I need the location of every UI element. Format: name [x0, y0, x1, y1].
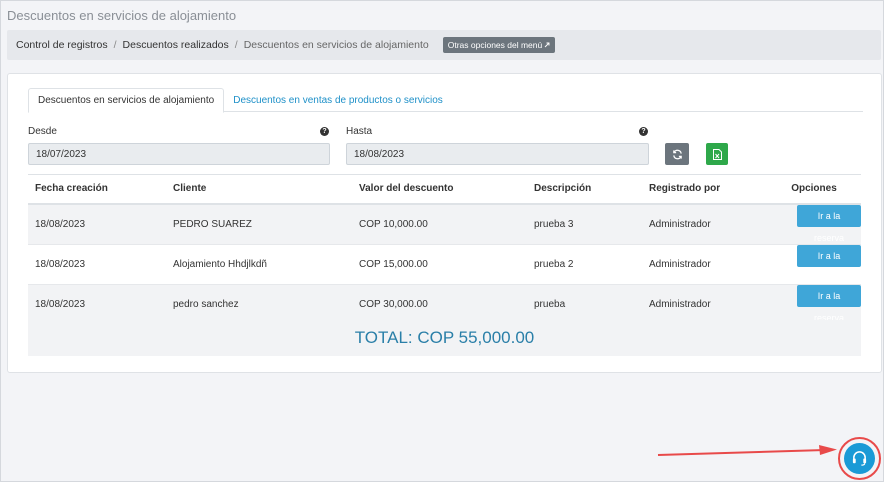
question-icon[interactable]: ?: [320, 127, 329, 136]
refresh-button[interactable]: [665, 143, 689, 165]
menu-button-label: Otras opciones del menú: [447, 40, 543, 50]
page-title: Descuentos en servicios de alojamiento: [7, 8, 237, 23]
cell-fecha: 18/08/2023: [28, 203, 166, 245]
breadcrumb-descuentos-realizados[interactable]: Descuentos realizados: [122, 39, 229, 51]
other-options-menu-button[interactable]: Otras opciones del menú: [442, 37, 556, 53]
from-date-input[interactable]: 18/07/2023: [28, 143, 330, 165]
header-registrado: Registrado por: [642, 174, 767, 205]
question-icon[interactable]: ?: [639, 127, 648, 136]
support-chat-button[interactable]: [844, 443, 875, 474]
from-label: Desde: [28, 126, 57, 137]
cell-fecha: 18/08/2023: [28, 244, 166, 285]
to-date-input[interactable]: 18/08/2023: [346, 143, 649, 165]
table-row: 18/08/2023 PEDRO SUAREZ COP 10,000.00 pr…: [28, 203, 861, 245]
total-amount: TOTAL: COP 55,000.00: [354, 328, 535, 347]
cell-cliente: PEDRO SUAREZ: [166, 203, 352, 245]
refresh-icon: [672, 149, 682, 159]
cell-registrado: Administrador: [642, 244, 767, 285]
support-highlight-ring: [838, 437, 881, 480]
breadcrumb-separator: /: [234, 39, 238, 51]
to-label: Hasta: [346, 126, 373, 137]
arrow-annotation: [657, 445, 837, 456]
breadcrumb-control-registros[interactable]: Control de registros: [16, 39, 108, 51]
breadcrumb: Control de registros / Descuentos realiz…: [7, 30, 881, 60]
cell-valor: COP 30,000.00: [352, 284, 527, 325]
table-row: 18/08/2023 pedro sanchez COP 30,000.00 p…: [28, 284, 861, 325]
go-to-reservation-button[interactable]: Ir a la reserva: [797, 284, 861, 323]
cell-descripcion: prueba 3: [527, 203, 642, 245]
header-opciones: Opciones: [767, 174, 861, 205]
table-header-row: Fecha creación Cliente Valor del descuen…: [28, 174, 861, 205]
cell-valor: COP 15,000.00: [352, 244, 527, 285]
cell-registrado: Administrador: [642, 203, 767, 245]
cell-registrado: Administrador: [642, 284, 767, 325]
breadcrumb-separator: /: [113, 39, 117, 51]
cell-fecha: 18/08/2023: [28, 284, 166, 325]
go-to-reservation-button[interactable]: Ir a la reserva: [797, 204, 861, 243]
tab-ventas-productos[interactable]: Descuentos en ventas de productos o serv…: [233, 94, 443, 106]
external-link-icon: [544, 42, 550, 48]
tab-servicios-alojamiento[interactable]: Descuentos en servicios de alojamiento: [28, 88, 225, 113]
tab-bar: Descuentos en servicios de alojamiento D…: [28, 88, 863, 113]
cell-opciones: Ir a la reserva: [767, 203, 861, 245]
cell-opciones: Ir a la reserva: [767, 284, 861, 325]
cell-descripcion: prueba 2: [527, 244, 642, 285]
cell-opciones: Ir a la reserva: [767, 244, 861, 285]
headset-icon: [852, 451, 867, 466]
export-excel-button[interactable]: [706, 143, 728, 165]
cell-valor: COP 10,000.00: [352, 203, 527, 245]
header-fecha: Fecha creación: [28, 174, 166, 205]
discounts-table: Fecha creación Cliente Valor del descuen…: [28, 174, 861, 325]
header-valor: Valor del descuento: [352, 174, 527, 205]
total-bar: TOTAL: COP 55,000.00: [28, 320, 861, 356]
breadcrumb-current: Descuentos en servicios de alojamiento: [243, 39, 429, 51]
table-row: 18/08/2023 Alojamiento Hhdjlkdñ COP 15,0…: [28, 244, 861, 285]
cell-descripcion: prueba: [527, 284, 642, 325]
header-descripcion: Descripción: [527, 174, 642, 205]
go-to-reservation-button[interactable]: Ir a la reserva: [797, 244, 861, 283]
header-cliente: Cliente: [166, 174, 352, 205]
excel-icon: [712, 148, 722, 160]
cell-cliente: Alojamiento Hhdjlkdñ: [166, 244, 352, 285]
main-panel: Descuentos en servicios de alojamiento D…: [7, 73, 882, 373]
cell-cliente: pedro sanchez: [166, 284, 352, 325]
